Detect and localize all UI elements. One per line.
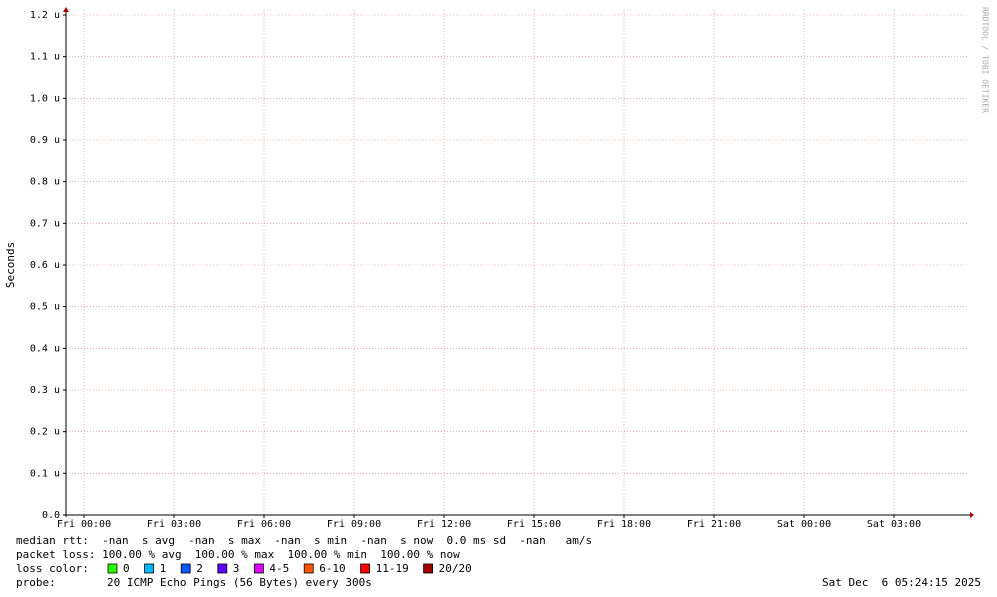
y-tick-label: 0.6 u	[30, 260, 60, 271]
legend-label: 4-5	[269, 562, 289, 575]
y-tick-label: 0.7 u	[30, 218, 60, 229]
x-arrow	[970, 512, 974, 518]
legend-label: 6-10	[319, 562, 346, 575]
x-tick-label: Fri 06:00	[237, 519, 291, 530]
y-tick-label: 1.1 u	[30, 52, 60, 63]
x-tick-label: Fri 21:00	[687, 519, 741, 530]
packet-loss: packet loss: 100.00 % avg 100.00 % max 1…	[16, 548, 460, 561]
plot	[63, 10, 968, 518]
timestamp: Sat Dec 6 05:24:15 2025	[822, 576, 981, 589]
legend-swatch	[253, 563, 264, 574]
legend-label: 3	[233, 562, 240, 575]
y-tick-label: 0.2 u	[30, 427, 60, 438]
y-tick-label: 0.1 u	[30, 468, 60, 479]
x-tick-label: Fri 00:00	[57, 519, 111, 530]
x-tick-label: Fri 15:00	[507, 519, 561, 530]
y-tick-label: 0.9 u	[30, 135, 60, 146]
loss-color-label: loss color:	[16, 562, 89, 575]
loss-legend: 0 1 2 3 4-5 6-10 11-19 20/20	[107, 562, 472, 575]
x-tick-label: Fri 12:00	[417, 519, 471, 530]
legend-label: 20/20	[439, 562, 472, 575]
x-tick-label: Fri 09:00	[327, 519, 381, 530]
median-rtt: median rtt: -nan s avg -nan s max -nan s…	[16, 534, 592, 547]
x-tick-label: Sat 00:00	[777, 519, 831, 530]
legend-swatch	[360, 563, 371, 574]
legend-swatch	[144, 563, 155, 574]
legend-swatch	[217, 563, 228, 574]
y-tick-label: 0.0	[42, 510, 60, 521]
legend-swatch	[423, 563, 434, 574]
y-tick-label: 1.0 u	[30, 93, 60, 104]
legend-label: 2	[196, 562, 203, 575]
watermark: RRDTOOL / TOBI OETIKER	[981, 7, 990, 113]
y-tick-label: 0.8 u	[30, 177, 60, 188]
legend-label: 11-19	[376, 562, 409, 575]
legend-swatch	[303, 563, 314, 574]
legend-swatch	[107, 563, 118, 574]
y-arrow	[63, 7, 69, 12]
y-tick-label: 0.3 u	[30, 385, 60, 396]
x-tick-label: Sat 03:00	[867, 519, 921, 530]
legend-label: 1	[160, 562, 167, 575]
y-axis-label: Seconds	[4, 242, 17, 288]
y-tick-label: 0.4 u	[30, 343, 60, 354]
probe-label: probe:	[16, 576, 56, 589]
y-tick-label: 1.2 u	[30, 10, 60, 21]
probe: 20 ICMP Echo Pings (56 Bytes) every 300s	[107, 576, 372, 589]
x-tick-label: Fri 03:00	[147, 519, 201, 530]
legend-label: 0	[123, 562, 130, 575]
legend-swatch	[180, 563, 191, 574]
y-tick-label: 0.5 u	[30, 302, 60, 313]
x-tick-label: Fri 18:00	[597, 519, 651, 530]
